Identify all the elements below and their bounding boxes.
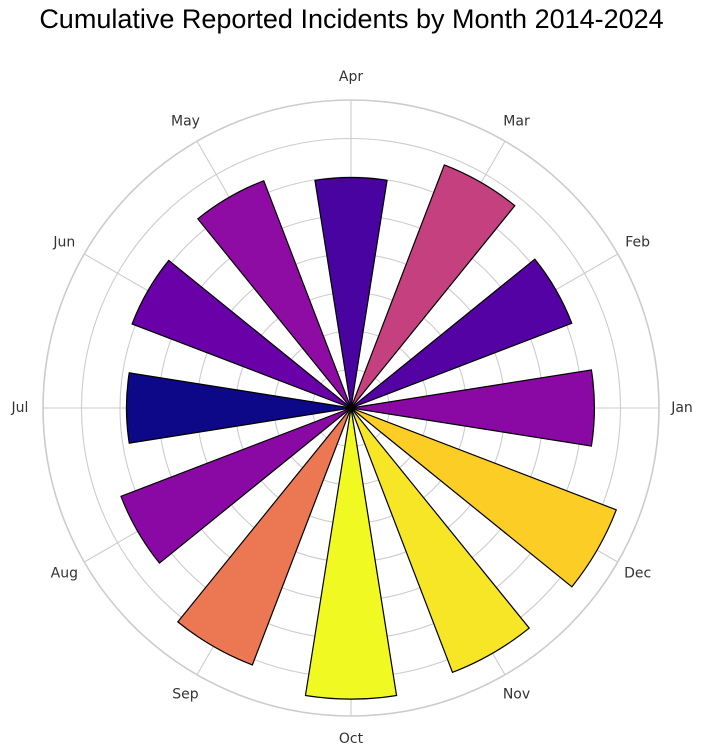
bar-sep bbox=[176, 407, 352, 666]
tick-label-may: May bbox=[171, 113, 200, 129]
bar-jan bbox=[350, 369, 596, 447]
tick-label-jun: Jun bbox=[52, 235, 75, 251]
bar-may bbox=[196, 179, 352, 409]
tick-label-oct: Oct bbox=[339, 731, 364, 747]
bar-aug bbox=[120, 407, 352, 564]
tick-label-sep: Sep bbox=[172, 687, 199, 703]
bar-jul bbox=[125, 372, 352, 444]
bar-jun bbox=[131, 259, 352, 409]
bar-nov bbox=[350, 407, 531, 674]
angle-tick-labels: Jan Feb Mar Apr May Jun Jul Aug Sep Oct Nov Dec bbox=[11, 69, 693, 747]
bar-feb bbox=[350, 258, 573, 409]
bar-dec bbox=[350, 407, 618, 588]
tick-label-feb: Feb bbox=[625, 235, 650, 251]
tick-label-apr: Apr bbox=[339, 69, 363, 85]
bars bbox=[120, 164, 618, 700]
tick-label-dec: Dec bbox=[624, 566, 651, 582]
tick-label-jan: Jan bbox=[670, 400, 693, 416]
tick-label-jul: Jul bbox=[11, 400, 29, 416]
tick-label-nov: Nov bbox=[503, 687, 530, 703]
bar-apr bbox=[314, 176, 388, 409]
tick-label-mar: Mar bbox=[503, 113, 530, 129]
chart-title: Cumulative Reported Incidents by Month 2… bbox=[39, 4, 664, 34]
tick-label-aug: Aug bbox=[51, 566, 78, 582]
bar-oct bbox=[304, 407, 398, 700]
bar-mar bbox=[350, 164, 516, 409]
